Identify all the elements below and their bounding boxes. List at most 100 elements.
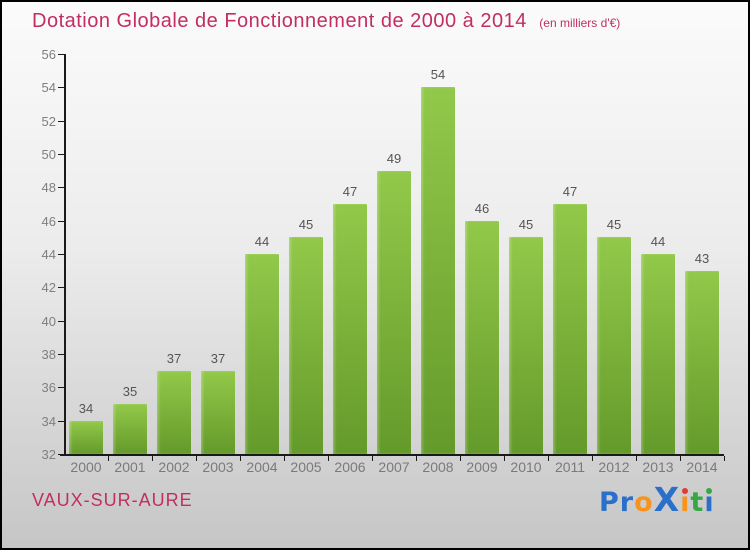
x-tick-mark (196, 456, 197, 461)
x-tick-label: 2008 (422, 459, 454, 475)
logo-letter: ı (680, 487, 691, 518)
y-tick-mark (58, 187, 64, 189)
logo-letter-dot (706, 488, 713, 494)
x-tick-label: 2001 (114, 459, 146, 475)
x-tick-mark (548, 456, 549, 461)
y-tick-mark (58, 220, 64, 222)
bar-value-label: 44 (650, 234, 666, 249)
x-tick-mark (328, 456, 329, 461)
bar-value-label: 44 (254, 234, 270, 249)
x-tick-label: 2005 (290, 459, 322, 475)
bar-value-label: 45 (298, 217, 314, 233)
bar-2013 (641, 254, 675, 454)
bar-2003 (201, 370, 235, 454)
x-tick-label: 2012 (598, 459, 630, 475)
bar-2008 (421, 87, 455, 454)
logo-letter-dot (682, 488, 689, 494)
x-tick-mark (372, 456, 373, 461)
logo-letter: r (619, 487, 635, 518)
bar-2007 (377, 170, 411, 454)
x-tick-label: 2013 (642, 459, 674, 475)
x-tick-mark (592, 456, 593, 461)
y-axis (64, 54, 66, 456)
y-tick-label: 56 (41, 47, 56, 62)
x-tick-mark (504, 456, 505, 461)
bar-value-label: 47 (562, 184, 578, 199)
y-tick-mark (58, 254, 64, 255)
x-tick-label: 2011 (554, 459, 586, 475)
y-tick-label: 48 (41, 180, 56, 196)
logo-letter: ı (704, 487, 715, 518)
x-tick-mark (240, 456, 241, 461)
x-tick-label: 2002 (158, 459, 190, 475)
bar-value-label: 45 (606, 217, 622, 233)
y-tick-mark (58, 354, 64, 355)
x-tick-mark (284, 456, 285, 461)
commune-name: VAUX-SUR-AURE (32, 490, 193, 510)
logo-letter: t (690, 487, 705, 518)
bar-2009 (465, 220, 499, 454)
y-tick-mark (58, 287, 64, 289)
logo-letter: o (634, 487, 654, 518)
bar-value-label: 49 (386, 150, 402, 166)
bar-value-label: 54 (430, 67, 446, 83)
page-title: Dotation Globale de Fonctionnement de 20… (32, 10, 527, 32)
x-tick-label: 2000 (70, 459, 102, 475)
bar-value-label: 45 (518, 217, 534, 233)
bar-value-label: 43 (694, 250, 710, 266)
page-subtitle: (en milliers d'€) (539, 16, 621, 30)
x-tick-mark (152, 456, 153, 461)
x-tick-label: 2010 (510, 459, 542, 475)
bar-2011 (553, 204, 587, 454)
bar-2006 (333, 204, 367, 454)
bar-2010 (509, 237, 543, 454)
y-tick-label: 50 (41, 147, 56, 162)
y-tick-label: 54 (41, 80, 56, 96)
header: Dotation Globale de Fonctionnement de 20… (32, 10, 620, 33)
logo-letter: P (599, 487, 620, 518)
bar-2002 (157, 370, 191, 454)
y-tick-mark (58, 320, 64, 322)
y-tick-mark (58, 120, 64, 122)
y-tick-label: 38 (41, 347, 56, 362)
bar-2012 (597, 237, 631, 454)
y-tick-mark (58, 54, 64, 55)
x-tick-label: 2006 (334, 459, 366, 475)
y-tick-label: 46 (41, 213, 56, 229)
bar-2000 (69, 420, 103, 454)
y-tick-label: 34 (41, 413, 56, 429)
x-tick-label: 2007 (378, 459, 410, 475)
y-tick-label: 44 (41, 247, 56, 262)
bar-2001 (113, 404, 147, 454)
y-tick-mark (58, 87, 64, 89)
bar-2004 (245, 254, 279, 454)
bar-value-label: 37 (210, 350, 226, 366)
x-tick-mark (724, 456, 725, 461)
bar-value-label: 34 (78, 400, 94, 416)
bar-value-label: 35 (122, 384, 138, 399)
x-tick-mark (108, 456, 109, 461)
y-tick-mark (58, 454, 64, 455)
x-tick-mark (460, 456, 461, 461)
x-tick-label: 2009 (466, 459, 498, 475)
bar-value-label: 47 (342, 184, 358, 199)
y-tick-mark (58, 154, 64, 155)
bar-2005 (289, 237, 323, 454)
y-tick-mark (58, 420, 64, 422)
x-tick-label: 2003 (202, 459, 234, 475)
x-tick-mark (680, 456, 681, 461)
y-tick-label: 36 (41, 380, 56, 396)
x-tick-label: 2014 (686, 459, 718, 475)
bar-2014 (685, 270, 719, 454)
x-tick-label: 2004 (246, 459, 278, 475)
x-tick-mark (636, 456, 637, 461)
x-axis (60, 454, 724, 456)
y-tick-mark (58, 387, 64, 389)
y-tick-label: 32 (41, 447, 56, 462)
bar-value-label: 37 (166, 350, 182, 366)
proxiti-logo[interactable]: ProXı tı (599, 483, 715, 524)
y-tick-label: 40 (41, 313, 56, 329)
y-tick-label: 42 (41, 280, 56, 296)
bar-value-label: 46 (474, 200, 490, 216)
